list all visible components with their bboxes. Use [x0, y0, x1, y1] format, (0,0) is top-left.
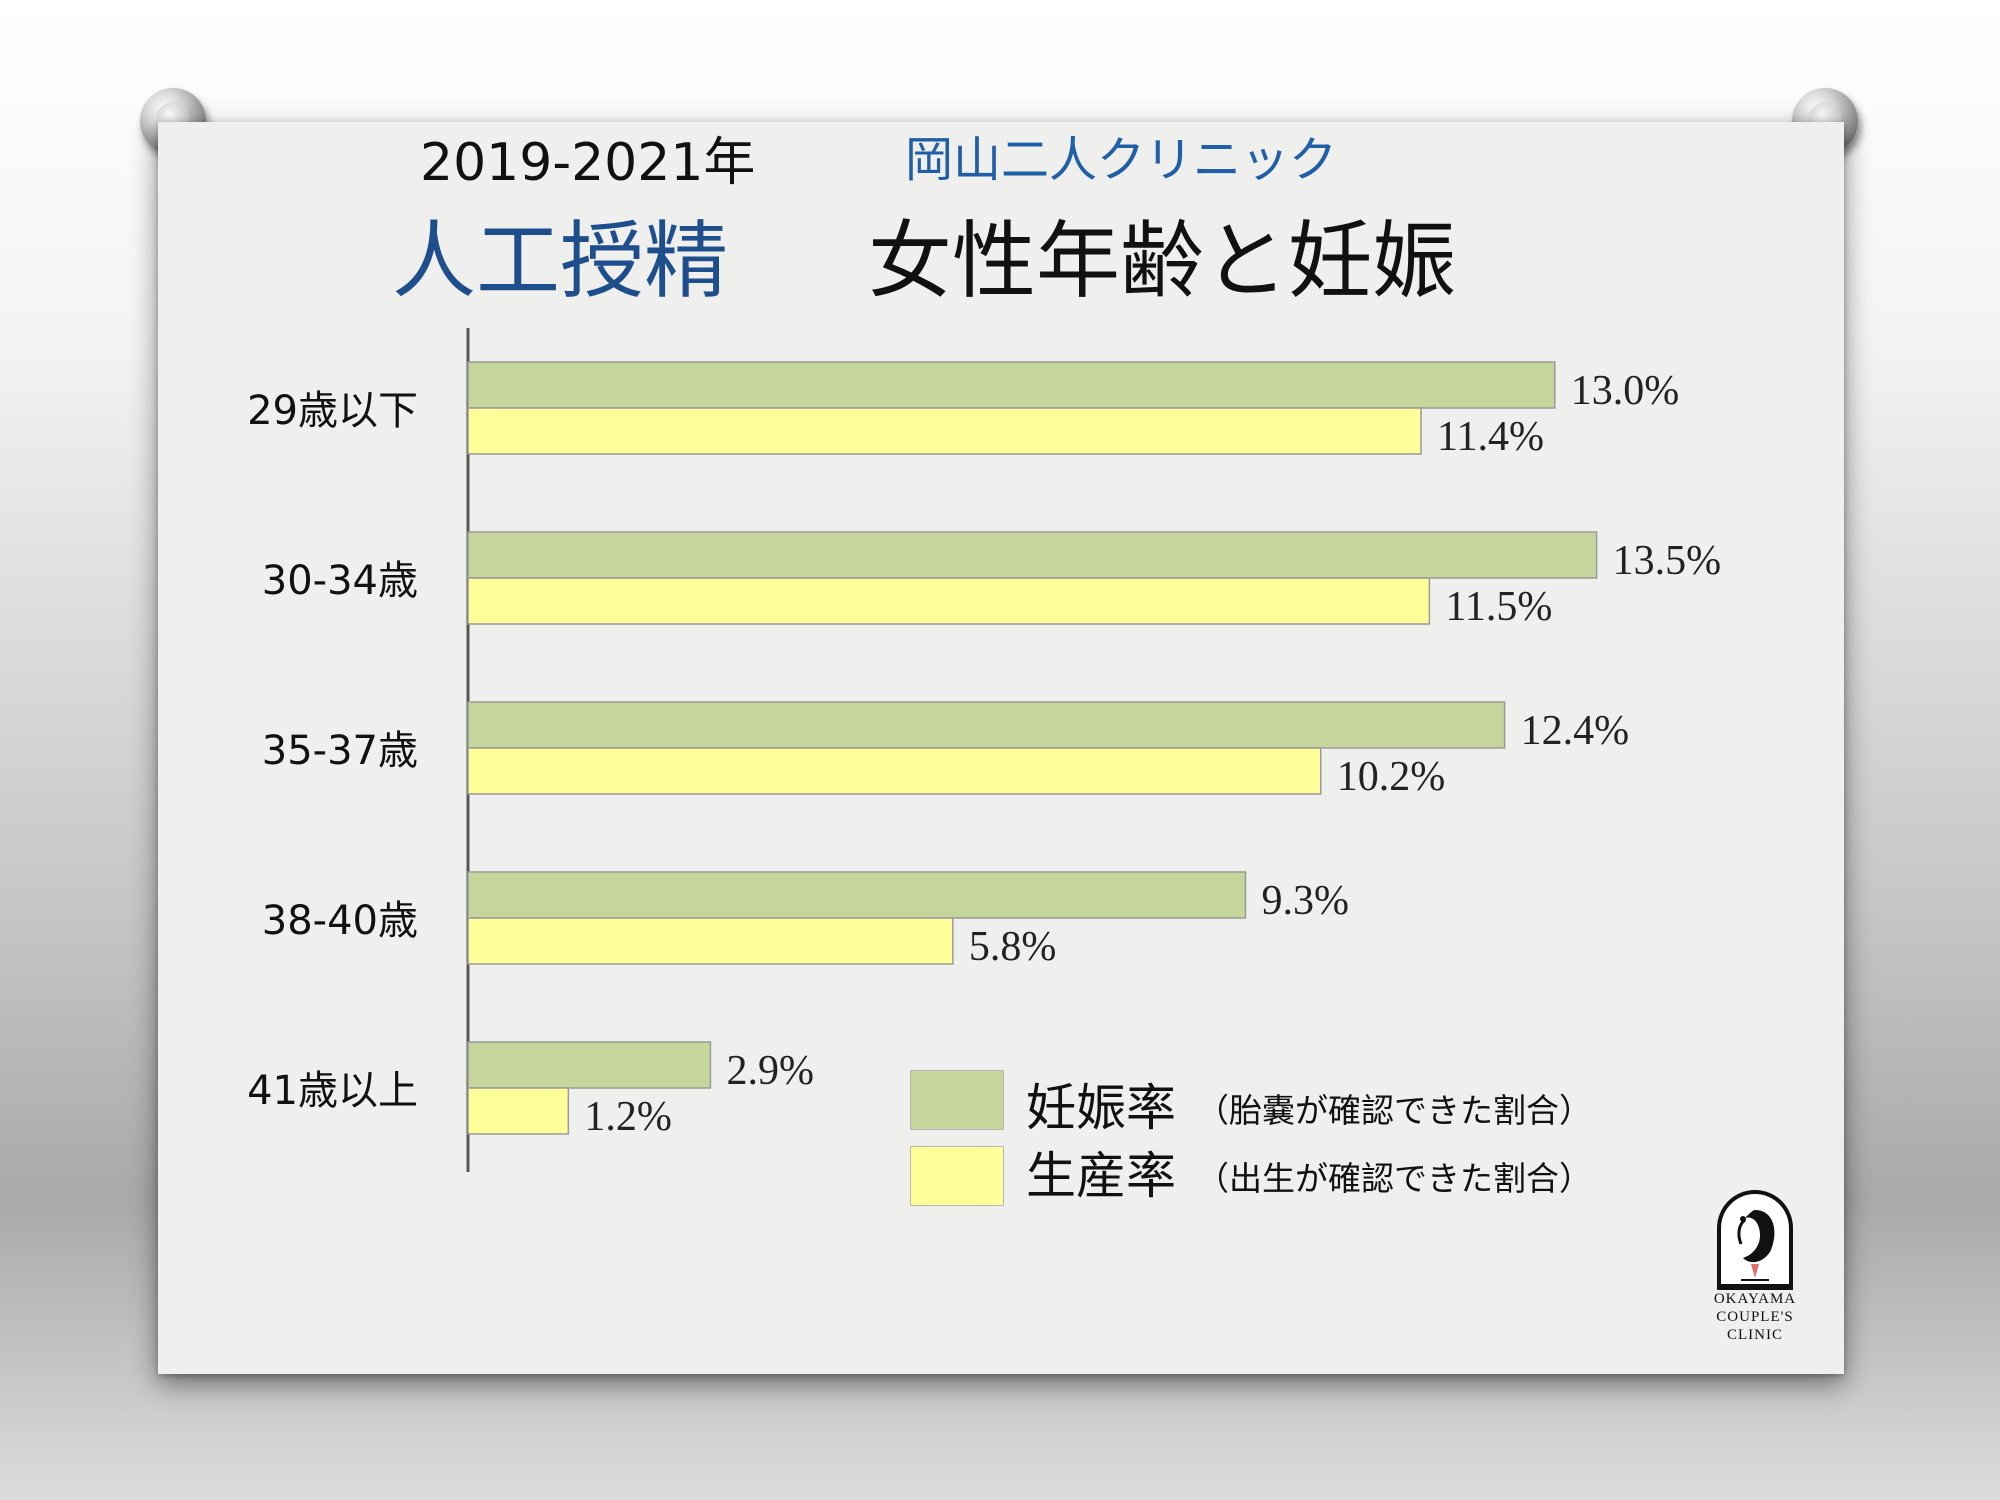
- data-label-pregnancy-rate: 13.5%: [1613, 538, 1722, 584]
- logo-text-3: CLINIC: [1727, 1327, 1783, 1343]
- data-label-livebirth-rate: 11.4%: [1437, 414, 1544, 460]
- logo-text-1: OKAYAMA: [1713, 1291, 1797, 1307]
- category-label: 41歳以上: [247, 1068, 418, 1114]
- category-label: 35-37歳: [262, 728, 418, 774]
- clinic-name: 岡山二人クリニック: [905, 132, 1338, 188]
- legend-note-pregnancy: （胎嚢が確認できた割合）: [1196, 1091, 1592, 1130]
- category-label: 29歳以下: [247, 388, 418, 434]
- data-label-pregnancy-rate: 2.9%: [726, 1048, 814, 1094]
- bar-pregnancy-rate: [467, 701, 1506, 749]
- title-main: 人工授精: [392, 212, 729, 310]
- bar-pregnancy-rate: [467, 361, 1556, 409]
- clinic-logo: OKAYAMA COUPLE'S CLINIC: [1712, 1190, 1798, 1344]
- bar-pregnancy-rate: [467, 871, 1247, 919]
- bar-livebirth-rate: [467, 577, 1431, 625]
- data-label-livebirth-rate: 1.2%: [584, 1094, 672, 1140]
- legend-label-livebirth: 生産率: [1026, 1147, 1176, 1205]
- category-label: 30-34歳: [262, 558, 418, 604]
- category-label: 38-40歳: [262, 898, 418, 944]
- bar-pregnancy-rate: [467, 1041, 712, 1089]
- legend-note-livebirth: （出生が確認できた割合）: [1196, 1159, 1592, 1198]
- crane-emblem: [1717, 1190, 1793, 1284]
- period-label: 2019-2021年: [420, 133, 756, 193]
- logo-base: [1717, 1284, 1793, 1290]
- bar-livebirth-rate: [467, 747, 1322, 795]
- data-label-pregnancy-rate: 13.0%: [1571, 368, 1680, 414]
- data-label-pregnancy-rate: 12.4%: [1521, 708, 1630, 754]
- data-label-livebirth-rate: 5.8%: [969, 924, 1057, 970]
- data-label-livebirth-rate: 10.2%: [1337, 754, 1446, 800]
- logo-text-2: COUPLE'S: [1716, 1309, 1794, 1325]
- bar-livebirth-rate: [467, 407, 1422, 455]
- legend-swatch-livebirth: [910, 1146, 1004, 1206]
- title-sub: 女性年齢と妊娠: [868, 212, 1457, 310]
- data-label-livebirth-rate: 11.5%: [1445, 584, 1552, 630]
- data-label-pregnancy-rate: 9.3%: [1261, 878, 1349, 924]
- bar-livebirth-rate: [467, 1087, 570, 1135]
- legend-label-pregnancy: 妊娠率: [1026, 1079, 1176, 1137]
- bar-pregnancy-rate: [467, 531, 1598, 579]
- legend-swatch-pregnancy: [910, 1070, 1004, 1130]
- bar-livebirth-rate: [467, 917, 954, 965]
